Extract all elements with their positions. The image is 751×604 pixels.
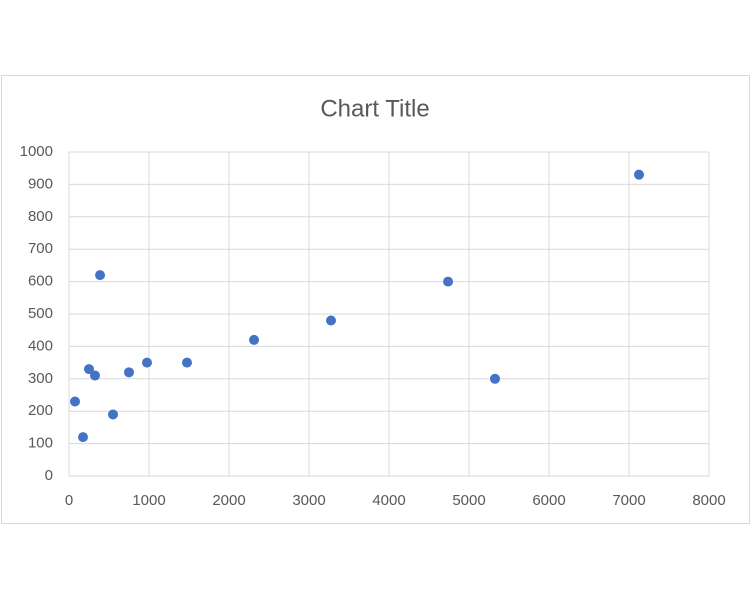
x-tick-label: 6000	[532, 492, 565, 509]
point	[634, 169, 644, 180]
x-tick-label: 4000	[372, 492, 405, 509]
y-tick-label: 100	[28, 435, 53, 452]
point	[108, 409, 118, 420]
x-tick-label: 5000	[452, 492, 485, 509]
y-tick-label: 800	[28, 208, 53, 225]
point	[70, 396, 80, 407]
point	[490, 373, 500, 384]
point	[124, 367, 134, 378]
y-tick-label: 300	[28, 370, 53, 387]
point	[142, 357, 152, 368]
y-tick-label: 900	[28, 175, 53, 192]
y-tick-label: 500	[28, 305, 53, 322]
point	[249, 334, 260, 345]
x-tick-label: 7000	[612, 492, 645, 509]
x-tick-label: 3000	[292, 492, 325, 509]
x-tick-label: 2000	[212, 492, 245, 509]
point	[78, 432, 88, 443]
x-tick-label: 0	[65, 492, 73, 509]
x-tick-label: 1000	[132, 492, 165, 509]
y-tick-label: 200	[28, 402, 53, 419]
y-tick-label: 600	[28, 273, 53, 290]
x-tick-label: 8000	[692, 492, 725, 509]
point	[95, 270, 106, 281]
y-tick-label: 400	[28, 337, 53, 354]
y-tick-label: 0	[45, 467, 53, 484]
chart-title: Chart Title	[320, 95, 429, 122]
point	[326, 315, 336, 326]
point	[443, 276, 454, 287]
y-tick-label: 700	[28, 240, 53, 257]
chart-area	[1, 75, 750, 524]
y-tick-label: 1000	[20, 143, 53, 160]
point	[182, 357, 192, 368]
point	[84, 364, 94, 375]
point	[90, 370, 100, 381]
